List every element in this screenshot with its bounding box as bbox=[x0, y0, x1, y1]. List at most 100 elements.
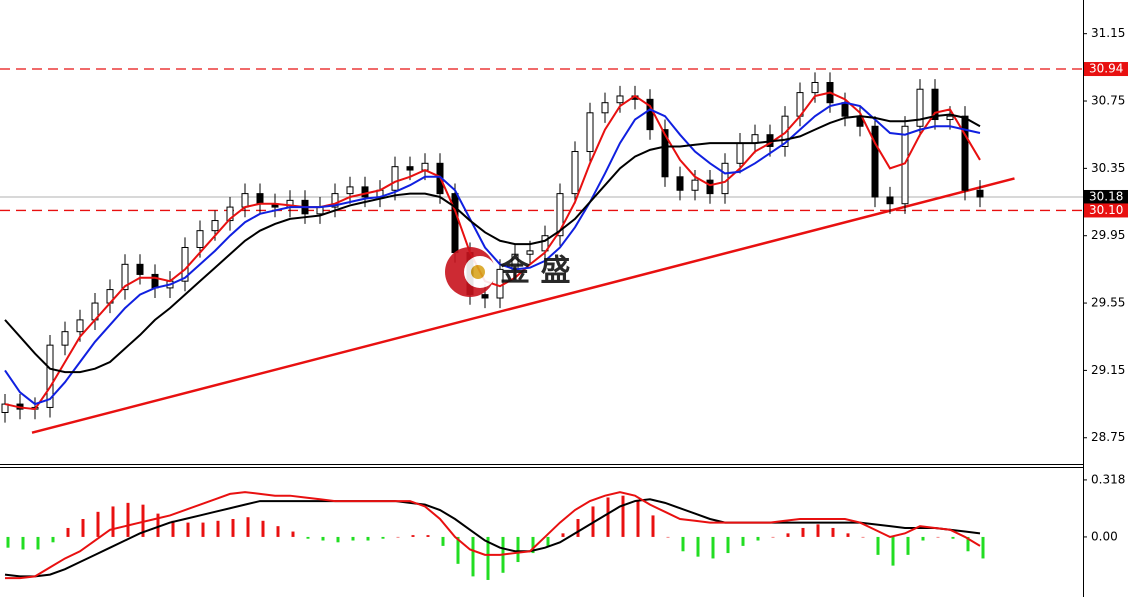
candle-body bbox=[721, 162, 729, 195]
y-tick-label: 31.15 bbox=[1091, 26, 1125, 40]
macd-bar bbox=[981, 536, 985, 559]
candle-body bbox=[931, 88, 939, 121]
candle-body bbox=[571, 151, 579, 195]
candle-body bbox=[841, 102, 849, 117]
trendline bbox=[31, 177, 1015, 434]
moving-average bbox=[4, 113, 981, 374]
candle-body bbox=[151, 273, 159, 289]
macd-bar bbox=[471, 536, 475, 577]
candle-body bbox=[691, 179, 699, 191]
macd-bar bbox=[276, 526, 280, 537]
macd-bar bbox=[636, 501, 640, 537]
macd-bar bbox=[726, 536, 730, 554]
macd-bar bbox=[951, 536, 955, 539]
candle-body bbox=[391, 166, 399, 191]
macd-bar bbox=[621, 495, 625, 537]
moving-average bbox=[4, 101, 981, 406]
moving-average bbox=[4, 91, 981, 411]
macd-bar bbox=[96, 511, 100, 537]
candle-body bbox=[586, 112, 594, 153]
macd-bar bbox=[666, 536, 670, 538]
macd-bar bbox=[441, 536, 445, 546]
candle-body bbox=[676, 176, 684, 191]
macd-bar bbox=[891, 536, 895, 566]
macd-bar bbox=[966, 536, 970, 552]
candle-body bbox=[451, 193, 459, 254]
y-tick-label: 29.15 bbox=[1091, 363, 1125, 377]
candle-body bbox=[406, 166, 414, 171]
candle-body bbox=[946, 115, 954, 121]
macd-bar bbox=[576, 519, 580, 537]
watermark-text: 金 盛 bbox=[499, 254, 570, 289]
y-tick-label: 30.75 bbox=[1091, 94, 1125, 108]
macd-bar bbox=[246, 517, 250, 537]
candle-body bbox=[556, 193, 564, 237]
macd-bar bbox=[306, 536, 310, 539]
y-tick-label: 28.75 bbox=[1091, 430, 1125, 444]
candle-body bbox=[331, 193, 339, 208]
macd-bar bbox=[216, 520, 220, 537]
candle-body bbox=[526, 250, 534, 255]
macd-bar bbox=[711, 536, 715, 559]
macd-bar bbox=[456, 536, 460, 564]
macd-bar bbox=[321, 536, 325, 541]
candle-body bbox=[811, 81, 819, 94]
y-tick-label: 29.95 bbox=[1091, 228, 1125, 242]
macd-y-tick-label: 0.00 bbox=[1091, 529, 1118, 543]
macd-bar bbox=[906, 536, 910, 555]
candle-body bbox=[316, 206, 324, 215]
macd-bar bbox=[51, 536, 55, 543]
macd-bar bbox=[381, 536, 385, 539]
macd-bar bbox=[396, 536, 400, 538]
macd-bar bbox=[6, 536, 10, 548]
macd-bar bbox=[81, 519, 85, 537]
macd-bar bbox=[801, 527, 805, 537]
macd-bar bbox=[66, 527, 70, 537]
candle-body bbox=[646, 98, 654, 131]
watermark: 金 盛 bbox=[445, 247, 570, 297]
macd-bar bbox=[336, 536, 340, 543]
last-price-box bbox=[1084, 189, 1128, 204]
macd-bar bbox=[516, 536, 520, 563]
macd-bar bbox=[201, 522, 205, 537]
macd-bar bbox=[411, 535, 415, 537]
macd-bar bbox=[816, 524, 820, 537]
candle-body bbox=[661, 129, 669, 178]
macd-line bbox=[4, 498, 981, 578]
macd-bar bbox=[231, 519, 235, 537]
y-tick-label: 29.55 bbox=[1091, 296, 1125, 310]
macd-bar bbox=[366, 536, 370, 541]
last-price-label: 30.18 bbox=[1089, 189, 1123, 203]
macd-bar bbox=[681, 536, 685, 552]
candle-body bbox=[706, 179, 714, 195]
level-box bbox=[1084, 62, 1128, 77]
candle-body bbox=[361, 186, 369, 198]
candle-body bbox=[961, 115, 969, 191]
candle-body bbox=[481, 294, 489, 299]
macd-bar bbox=[741, 536, 745, 546]
macd-bar bbox=[756, 536, 760, 541]
candle-body bbox=[121, 263, 129, 291]
logo bbox=[471, 265, 485, 279]
macd-bar bbox=[156, 513, 160, 537]
candle-body bbox=[346, 186, 354, 195]
candle-body bbox=[256, 193, 264, 205]
level-label: 30.94 bbox=[1089, 62, 1123, 76]
candle-body bbox=[181, 246, 189, 282]
candle-body bbox=[736, 142, 744, 164]
macd-bar bbox=[531, 536, 535, 554]
macd-bar bbox=[351, 536, 355, 541]
level-box bbox=[1084, 203, 1128, 218]
candle-body bbox=[46, 344, 54, 408]
macd-bar bbox=[846, 533, 850, 537]
macd-bar bbox=[171, 520, 175, 537]
macd-bar bbox=[651, 515, 655, 537]
candle-body bbox=[751, 134, 759, 144]
candle-body bbox=[241, 193, 249, 208]
macd-bar bbox=[831, 527, 835, 537]
candle-body bbox=[196, 230, 204, 248]
macd-bar bbox=[606, 497, 610, 537]
candle-body bbox=[976, 189, 984, 198]
macd-bar bbox=[426, 535, 430, 537]
